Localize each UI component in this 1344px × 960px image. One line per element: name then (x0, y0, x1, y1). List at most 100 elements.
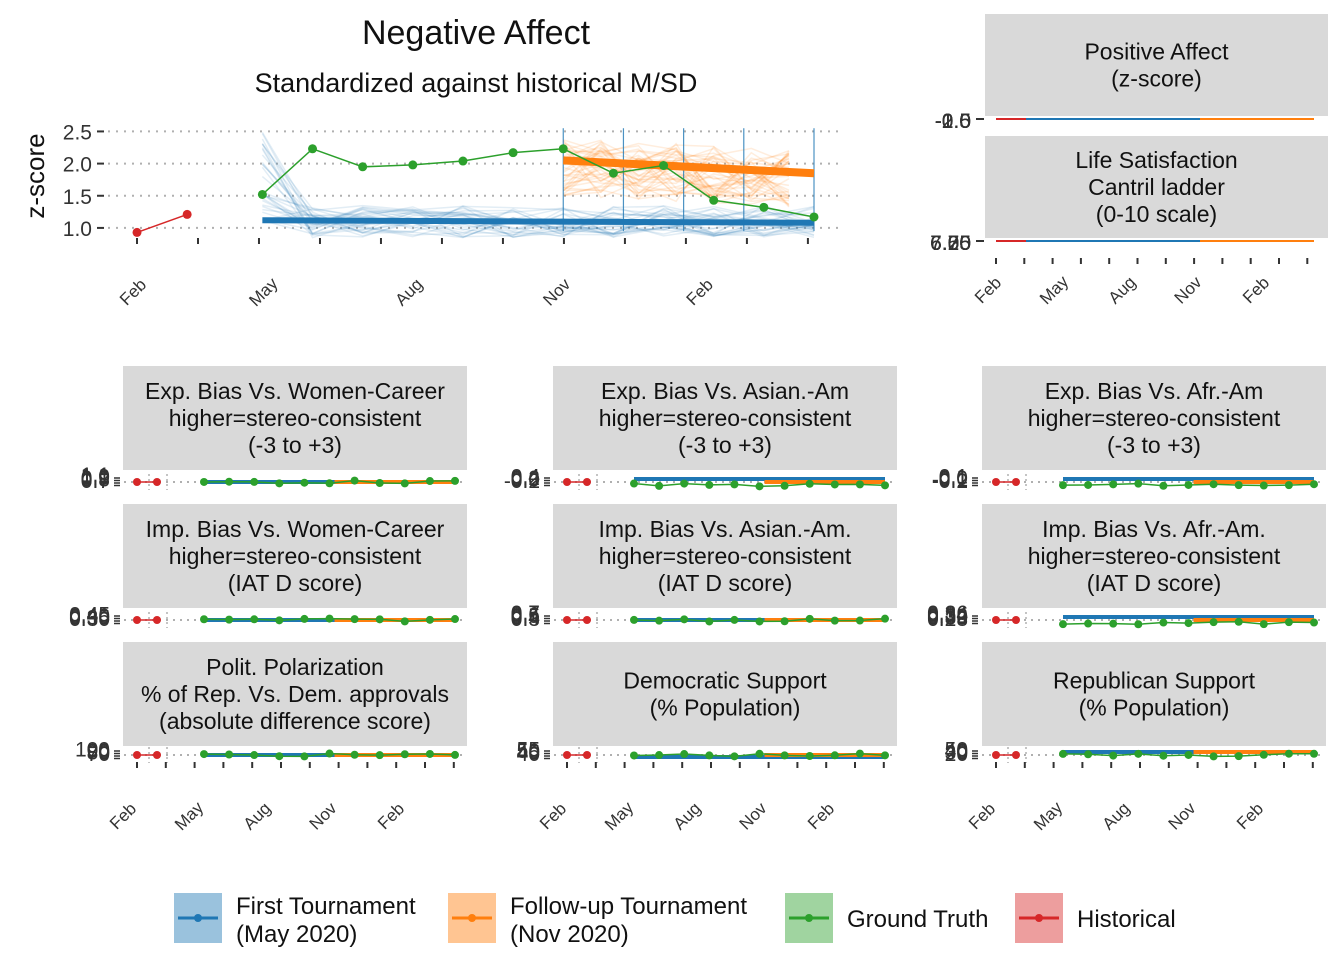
polit-polarization-truth-point (400, 750, 409, 759)
exp-bias-asian-am-truth-point (730, 480, 739, 489)
life-satisfaction-title-line-2: (0-10 scale) (1096, 201, 1217, 227)
polit-polarization-truth-point (451, 750, 459, 759)
republican-support-title-line-1: (% Population) (1079, 695, 1230, 721)
democratic-support-truth-point (830, 751, 839, 760)
republican-support-truth-point (1310, 749, 1318, 758)
imp-bias-afr-am-y-tick-0: 0.28 (927, 608, 968, 631)
followup-forecast-line (562, 156, 790, 197)
main-chart-subtitle: Standardized against historical M/SD (255, 68, 698, 98)
exp-bias-afr-am-truth-point (1234, 481, 1243, 490)
republican-support-truth-point (1259, 750, 1268, 759)
exp-bias-afr-am-truth-point (1184, 480, 1193, 489)
exp-bias-women-career-truth-point (451, 476, 459, 485)
exp-bias-afr-am-truth-point (1159, 481, 1168, 490)
ground-truth-point (659, 161, 669, 171)
first-tournament-forecast-line (261, 193, 815, 236)
followup-forecast-line (563, 150, 790, 198)
exp-bias-asian-am-title-line-2: (-3 to +3) (678, 432, 772, 458)
followup-forecast-line (563, 142, 790, 197)
republican-support-truth-point (1109, 751, 1118, 760)
imp-bias-asian-am-truth-point (855, 616, 864, 625)
polit-polarization-truth-point (200, 750, 208, 759)
imp-bias-asian-am-truth-point (830, 616, 839, 625)
republican-support-truth-point (1284, 749, 1293, 758)
grid-col2-x-tick-label-3: Nov (1165, 798, 1200, 833)
exp-bias-afr-am-truth-point (1059, 481, 1067, 490)
followup-forecast-line (562, 143, 790, 192)
imp-bias-asian-am-title-line-2: (IAT D score) (658, 570, 793, 596)
imp-bias-women-career-truth-point (350, 615, 359, 624)
exp-bias-women-career-truth-point (225, 477, 234, 486)
exp-bias-women-career-truth-point (325, 479, 334, 488)
republican-support-y-tick-0: 20 (945, 743, 968, 766)
imp-bias-asian-am-truth-point (705, 617, 714, 626)
exp-bias-afr-am-y-tick-0: -0.2 (932, 470, 968, 493)
republican-support-historical-point (992, 751, 1000, 759)
positive-affect-y-tick-2: -1.0 (935, 110, 971, 133)
imp-bias-women-career-truth-point (375, 615, 384, 624)
imp-bias-asian-am-historical-point (583, 616, 591, 624)
republican-support-truth-point (1209, 752, 1218, 761)
democratic-support-y-tick-3: 55 (517, 739, 540, 762)
followup-forecast-line (562, 140, 790, 207)
imp-bias-women-career-title-line-0: Imp. Bias Vs. Women-Career (146, 516, 445, 542)
grid-col1-x-tick-label-1: May (601, 798, 637, 834)
imp-bias-afr-am-truth-point (1209, 618, 1218, 627)
democratic-support-truth-point (881, 751, 889, 760)
exp-bias-women-career-y-tick-4: 1.1 (81, 464, 110, 487)
followup-forecast-line (563, 156, 790, 200)
x-tick-label-4: Feb (683, 275, 717, 309)
republican-support-truth-point (1134, 749, 1143, 758)
followup-forecast-line (563, 174, 790, 197)
grid-col1-x-tick-label-0: Feb (536, 799, 570, 833)
imp-bias-women-career-truth-point (200, 615, 208, 624)
legend-point-first (194, 914, 202, 922)
exp-bias-asian-am-y-tick-1: 0.0 (511, 469, 540, 492)
exp-bias-women-career-truth-point (425, 477, 434, 486)
polit-polarization-truth-point (425, 749, 434, 758)
followup-forecast-line (563, 142, 790, 205)
right-top-x-tick-label-3: Nov (1171, 272, 1206, 307)
exp-bias-asian-am-truth-point (655, 481, 664, 490)
exp-bias-women-career-y-tick-3: 1.0 (81, 466, 110, 489)
polit-polarization-truth-point (250, 751, 259, 760)
followup-forecast-line (562, 141, 790, 187)
exp-bias-afr-am-historical-point (1012, 478, 1020, 486)
first-tournament-forecast-line (262, 193, 815, 234)
grid-col0-x-tick-label-3: Nov (306, 798, 341, 833)
life-satisfaction-y-tick-2: 6.50 (930, 232, 971, 255)
exp-bias-women-career-title-line-0: Exp. Bias Vs. Women-Career (145, 378, 445, 404)
ground-truth-point (558, 144, 568, 154)
republican-support-y-tick-3: 50 (945, 739, 968, 762)
democratic-support-historical-point (583, 751, 591, 759)
exp-bias-afr-am-truth-point (1284, 481, 1293, 490)
followup-forecast-line (563, 149, 789, 192)
republican-support-truth-point (1084, 750, 1093, 759)
imp-bias-women-career-y-tick-2: 0.40 (69, 605, 110, 628)
followup-forecast-line (563, 160, 789, 203)
polit-polarization-truth-point (350, 750, 359, 759)
polit-polarization-title-line-1: % of Rep. Vs. Dem. approvals (141, 681, 449, 707)
democratic-support-truth-point (705, 751, 714, 760)
followup-forecast-line (563, 144, 790, 205)
imp-bias-asian-am-y-tick-2: 0.5 (511, 605, 540, 628)
polit-polarization-y-tick-2: 90 (87, 740, 110, 763)
imp-bias-asian-am-y-tick-4: 0.7 (511, 602, 540, 625)
ground-truth-point (257, 189, 267, 199)
y-tick-label-1: 1.5 (63, 186, 92, 209)
democratic-support-title-line-0: Democratic Support (623, 668, 827, 694)
first-tournament-forecast-line (261, 133, 815, 237)
right-top-x-tick-label-0: Feb (971, 273, 1005, 307)
exp-bias-women-career-historical-point (133, 478, 141, 486)
grid-col0-x-tick-label-1: May (171, 798, 207, 834)
grid-col0-x-tick-label-0: Feb (106, 799, 140, 833)
exp-bias-afr-am-truth-point (1259, 481, 1268, 490)
legend-label-followup-line-1: (Nov 2020) (510, 921, 629, 948)
followup-mean-line (563, 156, 815, 178)
ground-truth-point (458, 156, 468, 166)
exp-bias-asian-am-historical-point (563, 478, 571, 486)
positive-affect-y-tick-4: 0.0 (942, 110, 971, 133)
imp-bias-asian-am-truth-point (881, 614, 889, 623)
legend-label-truth: Ground Truth (847, 906, 988, 933)
imp-bias-women-career-y-tick-3: 0.45 (69, 604, 110, 627)
